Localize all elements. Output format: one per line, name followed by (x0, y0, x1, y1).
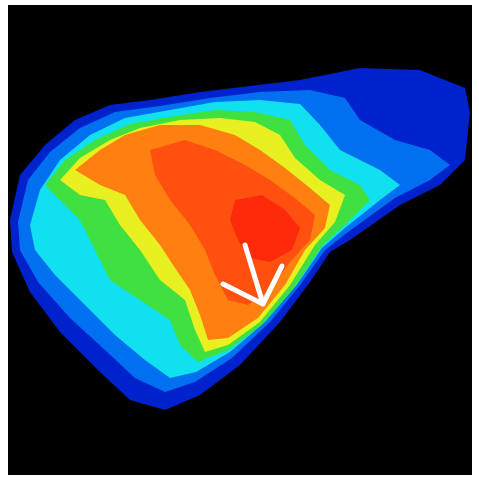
arrow-head-right (260, 263, 285, 307)
arrow-head-left (220, 281, 266, 307)
map-surface (10, 68, 470, 410)
arrow (220, 242, 285, 307)
arrow-shaft (242, 242, 266, 307)
